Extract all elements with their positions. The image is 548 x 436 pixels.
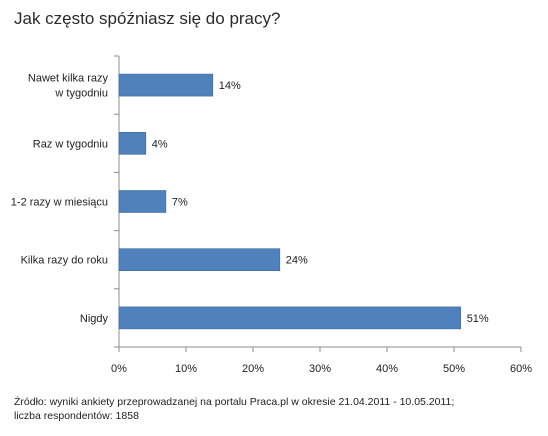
category-label: Nawet kilka razy — [28, 73, 109, 85]
bar — [118, 73, 214, 97]
source-note: Źródło: wyniki ankiety przeprowadzanej n… — [14, 395, 454, 423]
x-tick-label: 40% — [376, 363, 398, 375]
chart-title: Jak często spóźniasz się do pracy? — [14, 9, 281, 28]
data-label: 7% — [172, 197, 188, 209]
x-tick-label: 60% — [510, 363, 532, 375]
source-line-1: Źródło: wyniki ankiety przeprowadzanej n… — [14, 396, 455, 408]
source-line-2: liczba respondentów: 1858 — [14, 410, 139, 422]
x-tick-label: 50% — [443, 363, 465, 375]
data-label: 51% — [467, 313, 489, 325]
data-label: 24% — [286, 255, 308, 267]
bar — [118, 306, 462, 330]
category-label: Nigdy — [80, 313, 109, 325]
x-tick-label: 10% — [175, 363, 197, 375]
data-label: 14% — [219, 80, 241, 92]
bar — [118, 190, 167, 213]
x-tick-label: 20% — [242, 363, 264, 375]
x-tick-label: 30% — [309, 363, 331, 375]
category-label: 1-2 razy w miesiącu — [11, 197, 108, 209]
category-label: Raz w tygodniu — [33, 138, 108, 150]
bar — [118, 132, 147, 155]
x-tick-label: 0% — [111, 363, 127, 375]
data-label: 4% — [152, 138, 168, 150]
category-label: Kilka razy do roku — [21, 255, 108, 267]
bar — [118, 248, 281, 271]
category-label: w tygodniu — [54, 88, 108, 100]
